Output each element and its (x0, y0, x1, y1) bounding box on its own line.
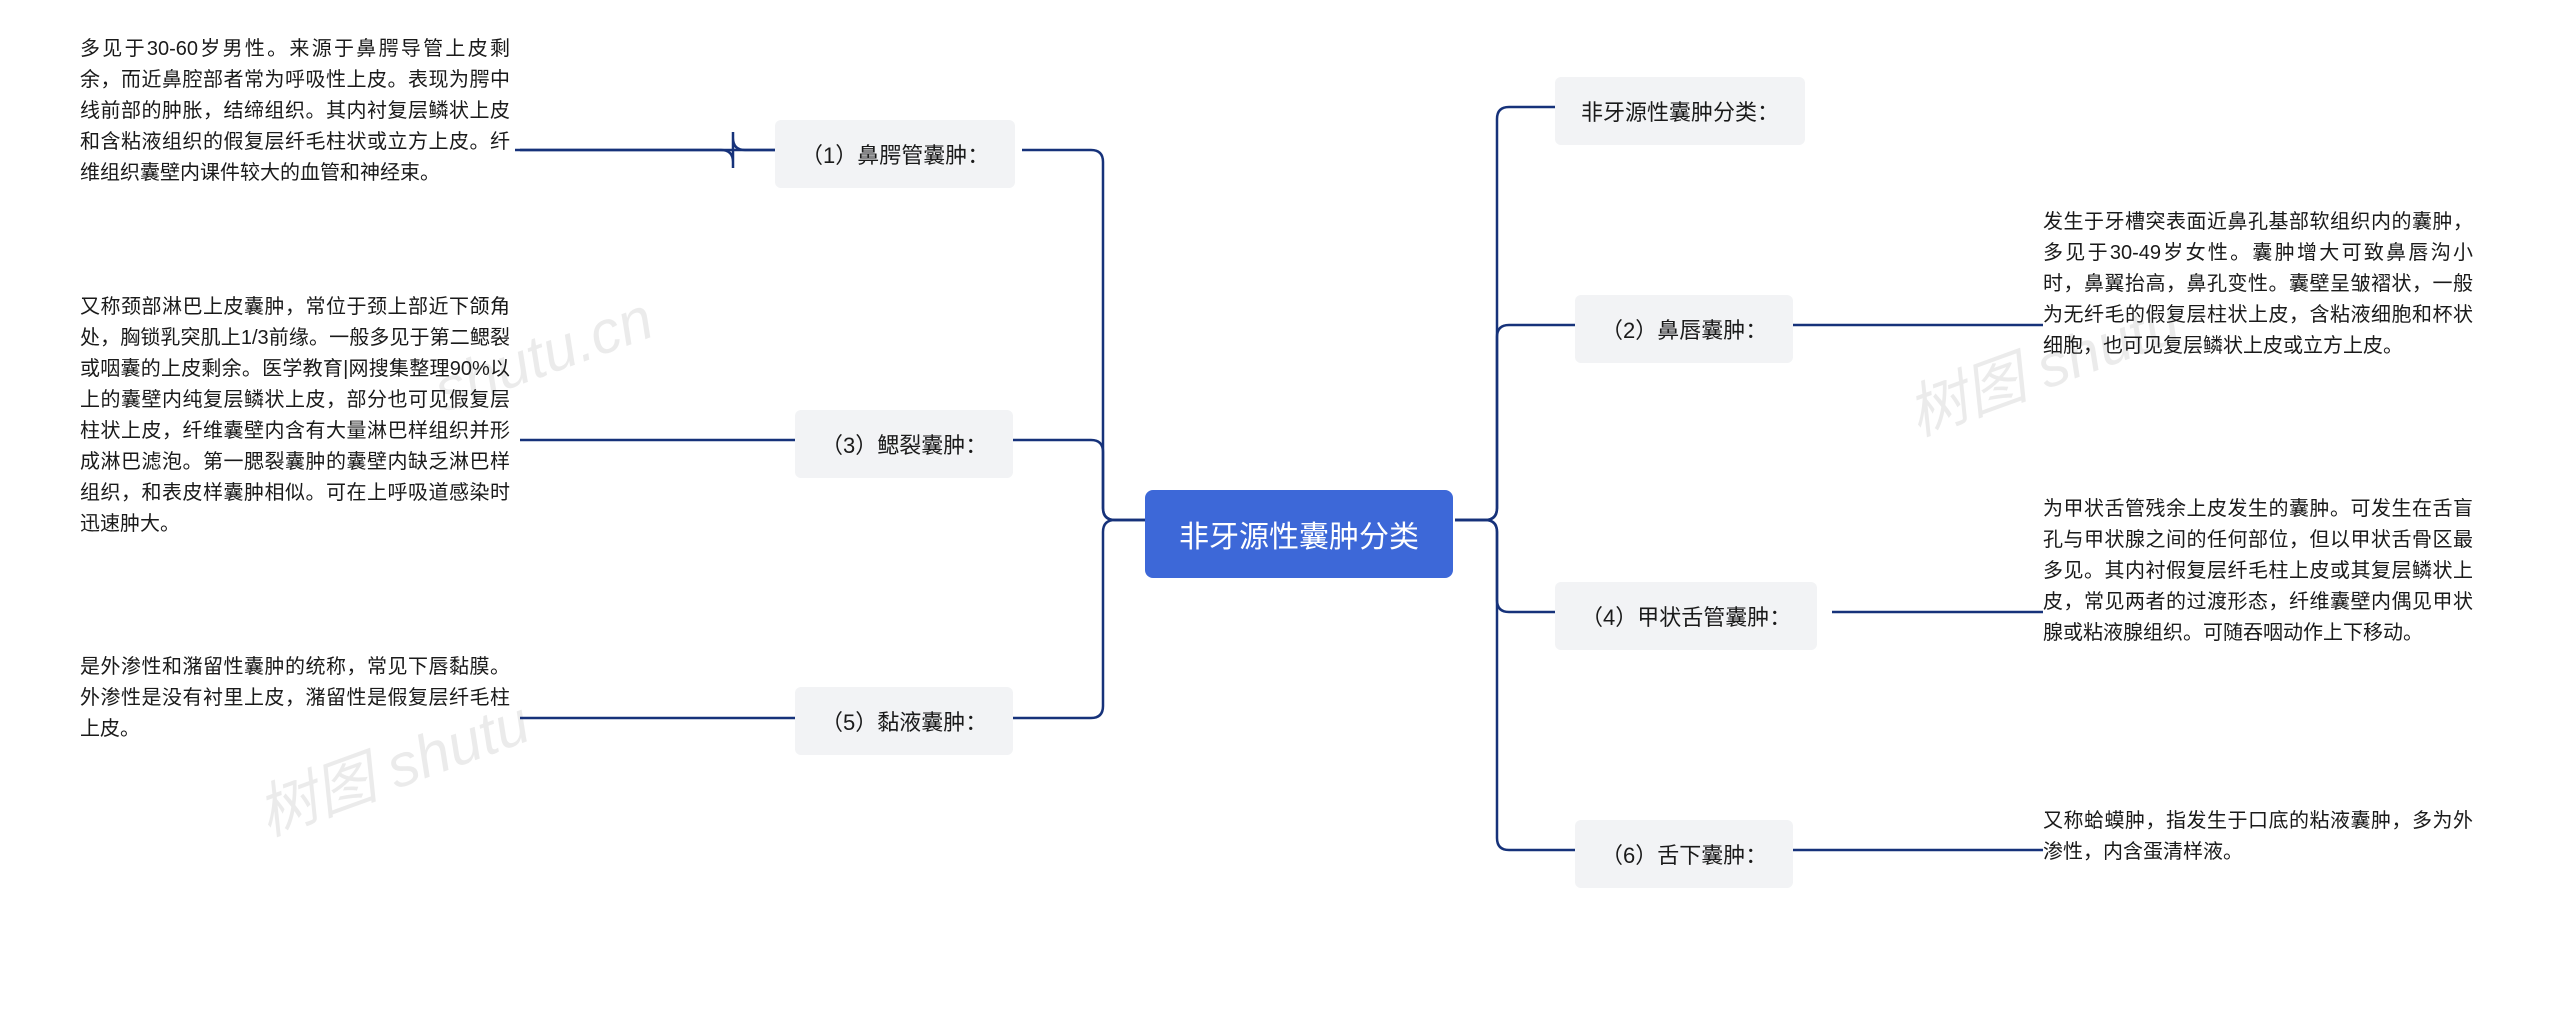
conn-root-c2 (1455, 325, 1575, 520)
conn-c1-desc (515, 132, 775, 168)
desc-c4: 为甲状舌管残余上皮发生的囊肿。可发生在舌盲孔与甲状腺之间的任何部位，但以甲状舌骨… (2043, 494, 2473, 649)
desc-c2: 发生于牙槽突表面近鼻孔基部软组织内的囊肿，多见于30-49岁女性。囊肿增大可致鼻… (2043, 207, 2473, 362)
mindmap-canvas: shutu.cn 树图 shutu 树图 shutu 非牙源性囊肿分类 （1）鼻… (0, 0, 2560, 1017)
node-c4[interactable]: （4）甲状舌管囊肿： (1555, 582, 1817, 650)
root-node[interactable]: 非牙源性囊肿分类 (1145, 490, 1453, 578)
desc-c1: 多见于30-60岁男性。来源于鼻腭导管上皮剩余，而近鼻腔部者常为呼吸性上皮。表现… (80, 34, 510, 189)
node-c0[interactable]: 非牙源性囊肿分类： (1555, 77, 1805, 145)
node-c6[interactable]: （6）舌下囊肿： (1575, 820, 1793, 888)
node-c3[interactable]: （3）鳃裂囊肿： (795, 410, 1013, 478)
conn-root-c1 (1022, 150, 1145, 520)
desc-c6: 又称蛤蟆肿，指发生于口底的粘液囊肿，多为外渗性，内含蛋清样液。 (2043, 806, 2473, 868)
node-c5[interactable]: （5）黏液囊肿： (795, 687, 1013, 755)
node-c2[interactable]: （2）鼻唇囊肿： (1575, 295, 1793, 363)
conn-root-c0 (1455, 107, 1555, 520)
desc-c3: 又称颈部淋巴上皮囊肿，常位于颈上部近下颌角处，胸锁乳突肌上1/3前缘。一般多见于… (80, 292, 510, 540)
conn-root-c4 (1455, 520, 1555, 612)
conn-root-c3 (1000, 440, 1145, 520)
conn-root-c6 (1455, 520, 1575, 850)
node-c1[interactable]: （1）鼻腭管囊肿： (775, 120, 1015, 188)
conn-root-c5 (1000, 520, 1145, 718)
desc-c5: 是外渗性和潴留性囊肿的统称，常见下唇黏膜。外渗性是没有衬里上皮，潴留性是假复层纤… (80, 652, 510, 745)
